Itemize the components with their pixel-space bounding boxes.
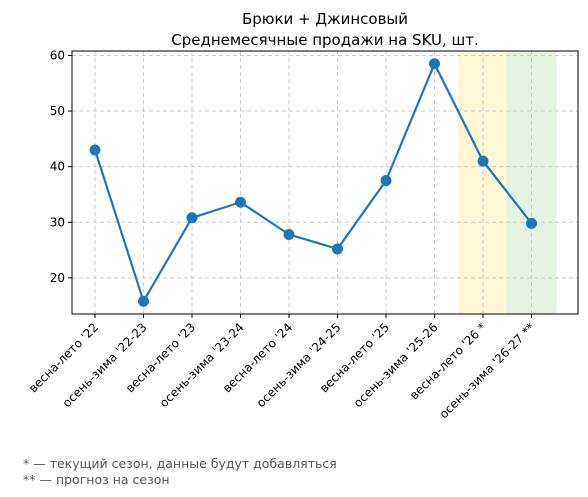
data-point	[526, 217, 537, 229]
y-tick-label: 20	[50, 271, 65, 285]
x-tick-label: осень-зима '26-27 **	[437, 320, 538, 421]
data-point	[186, 212, 198, 224]
series-line	[93, 62, 533, 303]
x-tick-label: осень-зима '22-23	[60, 320, 150, 410]
data-point	[477, 155, 489, 167]
plot-frame	[71, 50, 579, 315]
data-point	[89, 144, 101, 156]
data-point	[235, 196, 246, 208]
highlight-band-2	[506, 51, 557, 314]
y-tick-label: 30	[50, 215, 65, 229]
data-point	[283, 228, 295, 240]
footnote-forecast: ** — прогноз на сезон	[23, 472, 170, 487]
footnote-current-season: * — текущий сезон, данные будут добавлят…	[23, 456, 337, 471]
y-tick-label: 40	[50, 160, 65, 174]
chart-subtitle: Среднемесячные продажи на SKU, шт.	[171, 31, 479, 49]
x-tick-label: осень-зима '25-26	[351, 320, 441, 410]
x-tick-label: осень-зима '23-24	[157, 320, 247, 410]
data-point	[138, 295, 149, 307]
chart-title: Брюки + Джинсовый	[242, 10, 408, 28]
data-point	[332, 243, 343, 255]
y-tick-label: 60	[50, 48, 65, 62]
data-point	[380, 175, 392, 187]
data-point	[429, 58, 440, 70]
x-tick-label: осень-зима '24-25	[254, 320, 344, 410]
y-tick-label: 50	[50, 104, 65, 118]
